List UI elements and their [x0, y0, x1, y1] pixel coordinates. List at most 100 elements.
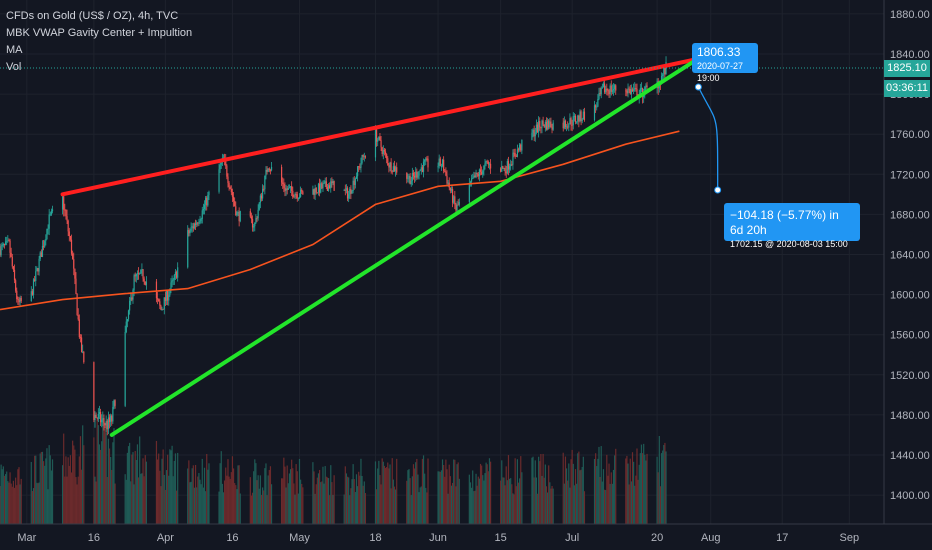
candle-body: [551, 127, 553, 130]
price-tick-label: 1440.00: [890, 450, 930, 462]
candle-body: [34, 279, 36, 282]
time-axis[interactable]: Mar 16 Apr 16 May 18 Jun 15 Jul 20 Aug 17 Sep: [17, 532, 859, 544]
candle-body: [173, 275, 175, 280]
candle-body: [135, 274, 137, 277]
candle-body: [257, 209, 259, 219]
volume-bar: [664, 442, 666, 524]
legend-indicator-ma[interactable]: MA: [6, 44, 23, 56]
candle-body: [231, 192, 234, 197]
candle-body: [353, 180, 355, 185]
candle-body: [172, 279, 174, 281]
volume-bar: [391, 458, 393, 524]
volume-bar: [607, 475, 609, 524]
volume-bar: [406, 480, 408, 524]
candle-body: [354, 178, 356, 185]
volume-bar: [294, 494, 296, 524]
legend-indicator-vol[interactable]: Vol: [6, 61, 22, 73]
volume-bar: [283, 457, 285, 524]
candle-body: [68, 231, 70, 237]
volume-bar: [136, 444, 139, 524]
volume-bar: [161, 458, 163, 524]
candle-body: [538, 121, 540, 133]
candle-body: [446, 175, 448, 184]
candle-body: [322, 184, 324, 189]
candle-body: [294, 194, 296, 197]
volume-bar: [124, 474, 126, 524]
candle-body: [49, 214, 51, 216]
volume-bar: [37, 483, 39, 524]
volume-bar: [12, 480, 15, 524]
candle-body: [628, 88, 630, 90]
volume-bar: [95, 481, 97, 524]
candle-body: [269, 170, 272, 171]
candle-body: [441, 159, 444, 167]
volume-bar: [374, 461, 377, 524]
candle-body: [410, 180, 412, 185]
volume-bar: [419, 487, 421, 524]
candle-body: [168, 295, 170, 301]
volume-bar: [458, 478, 460, 524]
volume-bar: [576, 483, 578, 524]
volume-bar: [351, 479, 353, 524]
candle-body: [629, 88, 631, 94]
volume-bar: [206, 453, 208, 524]
candle-body: [226, 165, 228, 177]
volume-bar: [172, 476, 174, 524]
candle-body: [218, 169, 220, 192]
volume-bar: [169, 449, 171, 524]
candle-body: [229, 187, 231, 189]
candle-body: [266, 169, 268, 172]
candle-body: [219, 164, 221, 170]
candle-body: [570, 118, 572, 126]
candle-body: [453, 196, 455, 203]
legend-indicator-vwap[interactable]: MBK VWAP Gavity Center + Impultion: [6, 27, 193, 39]
candle-body: [481, 171, 483, 175]
candle-body: [355, 176, 358, 179]
volume-bar: [345, 473, 348, 524]
volume-bar: [510, 478, 512, 524]
volume-bar: [175, 490, 178, 524]
candle-body: [110, 415, 112, 422]
volume-bar: [457, 462, 459, 524]
candle-body: [66, 216, 68, 221]
volume-bar: [506, 480, 508, 524]
volume-bar: [227, 459, 229, 524]
volume-bar: [174, 453, 177, 524]
volume-bar: [359, 475, 361, 524]
candle-body: [12, 266, 15, 270]
price-axis[interactable]: 1400.00 1440.00 1480.00 1520.00 1560.00 1600.…: [890, 9, 930, 502]
candle-body: [580, 111, 582, 122]
volume-bar: [482, 475, 484, 524]
candle-body: [344, 189, 346, 191]
legend-symbol[interactable]: CFDs on Gold (US$ / OZ), 4h, TVC: [6, 10, 179, 22]
volume-bar: [344, 466, 346, 524]
volume-bar: [501, 460, 503, 524]
volume-bar: [472, 470, 474, 524]
volume-bar: [286, 465, 288, 524]
candle-body: [137, 273, 140, 275]
start-price-tooltip[interactable]: 1806.33 2020-07-27 19:00: [692, 43, 758, 83]
candle-body: [579, 111, 581, 122]
volume-bar: [333, 475, 335, 524]
candle-body: [562, 122, 564, 129]
candle-body: [142, 269, 144, 279]
candle-body: [598, 93, 600, 99]
volume-bar: [262, 487, 264, 524]
price-tick-label: 1520.00: [890, 370, 930, 382]
volume-bar: [568, 463, 570, 524]
volume-bar: [35, 455, 37, 524]
volume-bar: [77, 476, 79, 524]
target-tooltip[interactable]: −104.18 (−5.77%) in 6d 20h 1702.15 @ 202…: [724, 203, 860, 249]
volume-bar: [625, 458, 627, 524]
candle-body: [69, 236, 72, 240]
candle-body: [479, 169, 482, 172]
volume-bar: [411, 476, 413, 524]
candle-body: [663, 67, 665, 75]
candle-body: [388, 165, 390, 168]
volume-bar: [49, 455, 51, 524]
volume-bar: [18, 467, 20, 524]
volume-bar: [580, 469, 582, 524]
candle-body: [255, 218, 257, 223]
candle-body: [67, 220, 69, 232]
